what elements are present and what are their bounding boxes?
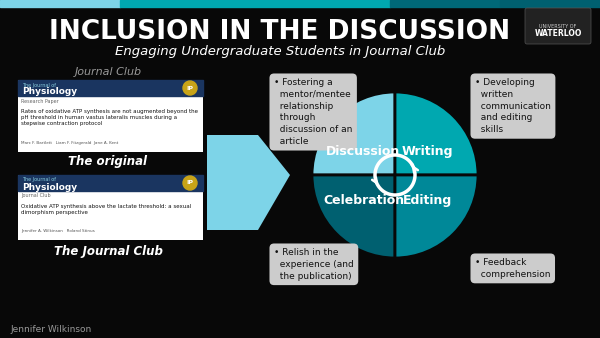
- Text: The original: The original: [68, 155, 148, 169]
- Bar: [18, 80, 203, 96]
- Text: Journal Club: Journal Club: [74, 67, 142, 77]
- Circle shape: [183, 176, 197, 190]
- Text: The Journal Club: The Journal Club: [53, 245, 163, 259]
- Text: INCLUSION IN THE DISCUSSION: INCLUSION IN THE DISCUSSION: [49, 19, 511, 45]
- FancyBboxPatch shape: [525, 8, 591, 44]
- Wedge shape: [312, 92, 395, 175]
- Text: Jennifer A. Wilkinson   Roland Stinus: Jennifer A. Wilkinson Roland Stinus: [21, 229, 95, 233]
- Text: UNIVERSITY OF: UNIVERSITY OF: [539, 24, 577, 28]
- Text: Rates of oxidative ATP synthesis are not augmented beyond the
pH threshold in hu: Rates of oxidative ATP synthesis are not…: [21, 109, 198, 126]
- Bar: [500, 0, 600, 7]
- Text: • Developing
  written
  communication
  and editing
  skills: • Developing written communication and e…: [475, 78, 551, 134]
- Text: • Relish in the
  experience (and
  the publication): • Relish in the experience (and the publ…: [274, 248, 354, 281]
- Text: Jennifer Wilkinson: Jennifer Wilkinson: [10, 325, 91, 335]
- FancyBboxPatch shape: [18, 80, 203, 152]
- Text: Marc F. Bartlett   Liam F. Fitzgerald  Jane A. Kent: Marc F. Bartlett Liam F. Fitzgerald Jane…: [21, 141, 118, 145]
- Wedge shape: [395, 92, 478, 175]
- Text: • Fostering a
  mentor/mentee
  relationship
  through
  discussion of an
  arti: • Fostering a mentor/mentee relationship…: [274, 78, 352, 146]
- Text: • Feedback
  comprehension: • Feedback comprehension: [475, 258, 551, 279]
- Text: Celebration: Celebration: [323, 194, 404, 208]
- Text: Editing: Editing: [403, 194, 452, 208]
- Text: The Journal of: The Journal of: [22, 82, 56, 88]
- Text: The Journal of: The Journal of: [22, 177, 56, 183]
- Bar: [390, 0, 500, 7]
- Text: Journal Club: Journal Club: [21, 193, 50, 198]
- Text: IP: IP: [187, 86, 193, 91]
- Bar: [120, 0, 250, 7]
- Bar: [0, 0, 120, 7]
- Text: Research Paper: Research Paper: [21, 98, 59, 103]
- Circle shape: [183, 81, 197, 95]
- Wedge shape: [312, 175, 395, 258]
- Wedge shape: [395, 175, 478, 258]
- Polygon shape: [207, 135, 290, 230]
- Text: Physiology: Physiology: [22, 183, 77, 192]
- Text: Physiology: Physiology: [22, 88, 77, 97]
- Bar: [18, 175, 203, 191]
- Text: Discussion: Discussion: [326, 145, 400, 158]
- Text: IP: IP: [187, 180, 193, 186]
- Text: Engaging Undergraduate Students in Journal Club: Engaging Undergraduate Students in Journ…: [115, 46, 445, 58]
- Text: Writing: Writing: [401, 145, 453, 158]
- Bar: [250, 0, 390, 7]
- FancyBboxPatch shape: [18, 175, 203, 240]
- Text: WATERLOO: WATERLOO: [535, 29, 581, 39]
- Text: Oxidative ATP synthesis above the lactate threshold: a sexual
dimorphism perspec: Oxidative ATP synthesis above the lactat…: [21, 204, 191, 215]
